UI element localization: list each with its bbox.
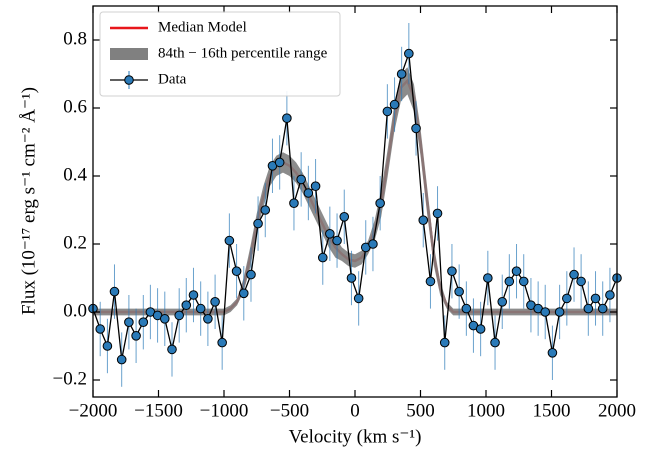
data-point [310,181,321,191]
data-point [317,252,328,263]
x-tick-label: −500 [270,400,309,421]
data-point [174,310,184,321]
x-tick-label: 500 [406,400,435,421]
data-point [432,208,443,219]
x-tick-label: −1500 [134,400,183,421]
data-point [439,337,450,348]
data-point [296,174,306,185]
data-point [217,337,227,348]
data-point [138,317,149,328]
data-point [569,269,579,280]
data-point [353,293,364,304]
data-point [332,235,342,246]
data-point [447,266,457,277]
data-point [461,303,472,314]
x-tick-label: 2000 [598,400,636,421]
data-point [109,286,120,297]
data-point [188,290,199,300]
x-tick-label: −1000 [200,400,249,421]
data-point [325,229,335,239]
data-point [562,293,572,304]
data-point [102,341,113,351]
data-point [303,188,314,198]
data-point [483,273,493,283]
y-tick-label: −0.2 [53,368,87,389]
data-point [346,273,357,283]
data-point [167,344,177,355]
legend-label: Median Model [158,19,247,35]
data-point [389,99,400,110]
data-point [159,314,170,324]
legend-box [99,11,341,97]
data-point [554,307,565,317]
x-tick-label: 0 [350,400,360,421]
y-tick-label: 0.4 [63,164,87,185]
data-point [368,239,378,249]
data-point [490,337,500,348]
y-tick-label: 0.6 [63,96,87,117]
data-point [124,317,134,328]
data-point [282,113,292,123]
data-point [339,212,350,222]
x-axis-label: Velocity (km s⁻¹) [289,426,422,447]
legend-label: 84th − 16th percentile range [158,45,328,61]
data-point [511,266,522,277]
data-point [518,276,529,287]
data-point [238,288,249,299]
data-point [497,297,508,307]
data-point [375,198,385,208]
data-point [203,314,213,324]
data-point [224,235,235,246]
data-point [540,307,551,317]
data-point [95,324,106,334]
x-tick-label: 1000 [467,400,505,421]
data-point [231,266,242,277]
data-point [605,290,615,300]
data-point [382,106,393,117]
y-tick-label: 0.8 [63,28,87,49]
data-point [195,303,206,314]
y-tick-label: 0.0 [63,300,87,321]
legend-swatch [110,48,148,60]
x-tick-label: 1500 [533,400,571,421]
y-tick-label: 0.2 [63,232,87,253]
x-tick-label: −2000 [69,400,118,421]
data-point [210,297,220,307]
data-point [597,303,608,314]
data-point [116,354,127,365]
data-point [504,276,515,287]
percentile-band [93,67,617,316]
data-point [576,276,586,287]
data-point [289,198,299,208]
data-point [547,348,558,358]
legend-swatch [124,75,134,85]
data-point [253,218,263,229]
data-point [475,324,486,334]
legend-label: Data [158,71,187,87]
data-point [181,300,192,311]
data-point [590,293,601,304]
data-point [131,331,141,341]
data-point [396,69,407,79]
data-point [246,269,256,280]
data-point [274,157,285,168]
y-axis-label: Flux (10⁻¹⁷ erg s⁻¹ cm⁻² Å⁻¹) [18,87,39,315]
data-point [454,286,464,297]
data-point [260,205,271,215]
data-point [404,48,414,59]
data-point [425,276,436,287]
data-point [583,303,594,314]
data-point [411,123,421,134]
data-point [418,215,429,225]
